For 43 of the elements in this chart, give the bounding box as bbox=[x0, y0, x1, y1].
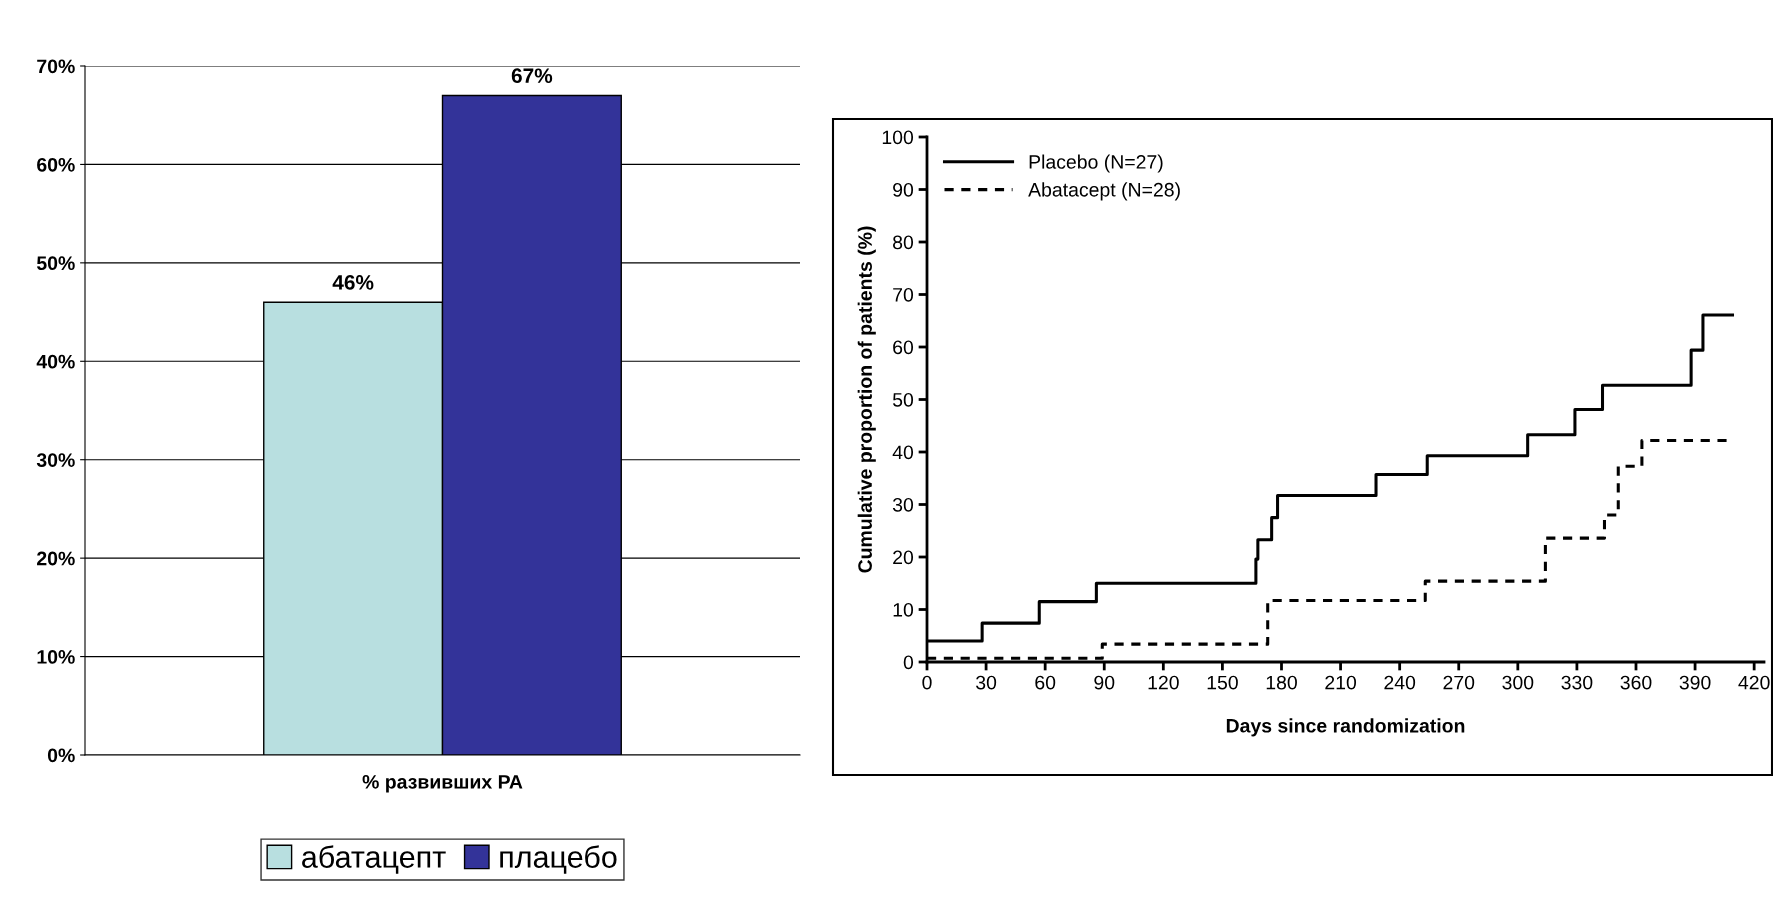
y-tick-label: 30% bbox=[36, 453, 75, 467]
x-tick-label: 330 bbox=[1561, 675, 1593, 690]
y-tick-label: 90 bbox=[893, 182, 914, 197]
x-tick-label: 390 bbox=[1679, 675, 1711, 690]
y-tick-label: 50% bbox=[36, 256, 75, 271]
x-tick-label: 180 bbox=[1266, 675, 1297, 690]
x-tick-label: 210 bbox=[1325, 675, 1357, 690]
y-tick-label: 40% bbox=[36, 354, 75, 369]
legend-label: абатацепт bbox=[302, 845, 446, 874]
legend-label: Abatacept (N=28) bbox=[1028, 182, 1180, 201]
x-tick-label: 0 bbox=[922, 675, 932, 690]
y-tick-label: 0 bbox=[903, 655, 914, 670]
x-tick-label: 360 bbox=[1620, 675, 1652, 690]
legend-label: Placebo (N=27) bbox=[1029, 154, 1163, 173]
y-tick-label: 40 bbox=[892, 445, 914, 460]
y-tick-label: 20 bbox=[893, 550, 914, 565]
data-label: 46% bbox=[332, 275, 374, 290]
x-tick-label: % развивших РА bbox=[362, 775, 523, 793]
y-tick-label: 20% bbox=[37, 551, 75, 566]
data-label: 67% bbox=[511, 68, 553, 84]
legend-label: плацебо bbox=[500, 845, 617, 874]
y-tick-label: 60 bbox=[893, 340, 914, 355]
x-tick-label: 90 bbox=[1094, 675, 1115, 690]
x-tick-label: 300 bbox=[1502, 675, 1534, 690]
y-tick-label: 70% bbox=[37, 59, 75, 74]
y-tick-label: 30 bbox=[892, 497, 914, 512]
x-tick-label: 270 bbox=[1443, 675, 1475, 690]
y-tick-label: 10 bbox=[893, 602, 914, 617]
y-tick-label: 10% bbox=[37, 650, 75, 664]
x-tick-label: 150 bbox=[1207, 675, 1238, 690]
x-tick-label: 420 bbox=[1738, 675, 1770, 690]
y-tick-label: 80 bbox=[893, 235, 914, 250]
y-tick-label: 0% bbox=[47, 748, 75, 763]
x-tick-label: 120 bbox=[1148, 675, 1179, 690]
x-tick-label: 30 bbox=[976, 675, 997, 690]
y-tick-label: 50 bbox=[892, 392, 914, 407]
y-tick-label: 70 bbox=[893, 287, 914, 302]
x-tick-label: 60 bbox=[1035, 675, 1056, 690]
x-axis-title: Days since randomization bbox=[1226, 718, 1465, 737]
y-axis-title: Cumulative proportion of patients (%) bbox=[857, 226, 876, 573]
y-tick-label: 60% bbox=[37, 157, 75, 172]
x-tick-label: 240 bbox=[1384, 675, 1416, 690]
y-tick-label: 100 bbox=[882, 130, 914, 145]
